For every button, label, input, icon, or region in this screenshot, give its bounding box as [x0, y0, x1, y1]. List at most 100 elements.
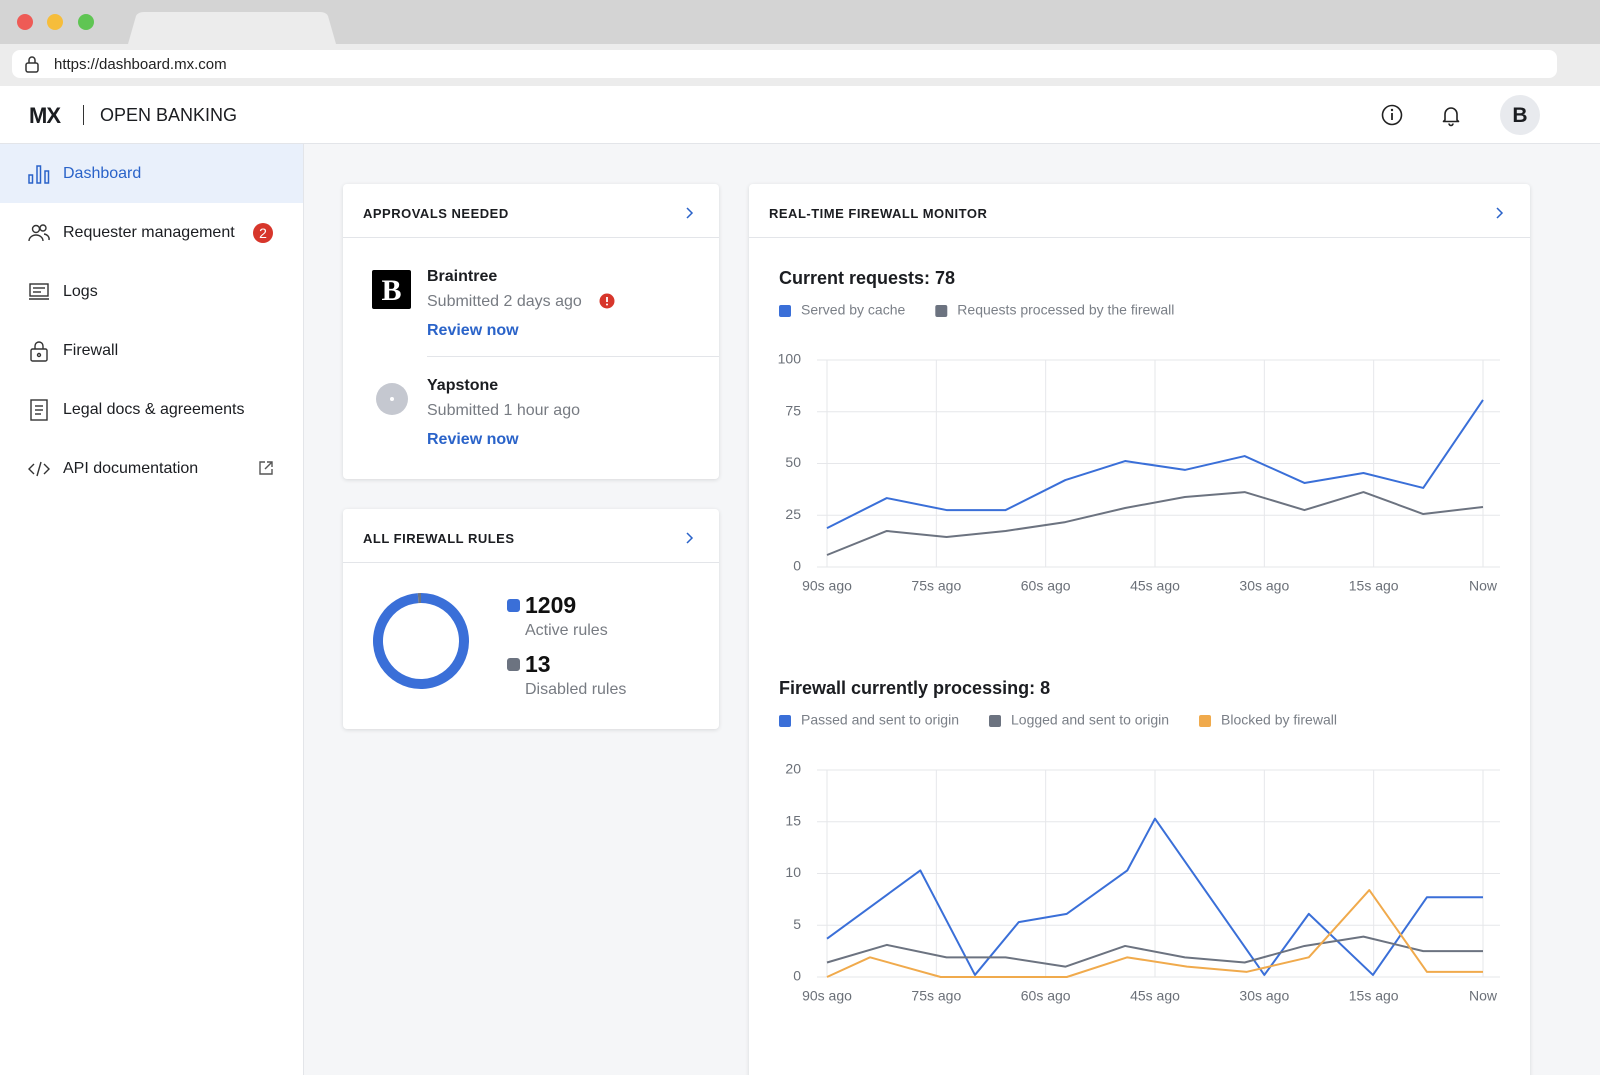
y-tick-label: 50	[785, 454, 801, 470]
nav-item[interactable]: API documentation	[63, 460, 199, 477]
x-tick-label: 90s ago	[802, 578, 852, 594]
x-tick-label: 60s ago	[1021, 988, 1071, 1004]
company-logo-placeholder	[376, 383, 408, 415]
x-tick-label: 75s ago	[911, 988, 961, 1004]
product-name: OPEN BANKING	[100, 105, 238, 125]
x-tick-label: 45s ago	[1130, 988, 1180, 1004]
sidebar	[0, 144, 304, 1075]
chevron[interactable]	[1493, 205, 1507, 221]
legend-swatch	[779, 305, 791, 317]
dashboard-icon	[28, 165, 50, 184]
requester-icon	[28, 224, 50, 242]
avatar[interactable]	[1500, 95, 1540, 135]
x-tick-label: 30s ago	[1239, 578, 1289, 594]
legend-label: Served by cache	[801, 302, 905, 318]
series-line	[826, 935, 1483, 968]
company-name: Braintree	[427, 268, 498, 285]
review-link[interactable]: Review now	[427, 431, 519, 448]
legal-icon	[30, 399, 48, 421]
legend-label: Requests processed by the firewall	[957, 302, 1174, 318]
y-tick-label: 0	[793, 558, 801, 574]
y-tick-label: 15	[785, 812, 801, 828]
nav-item[interactable]: Logs	[63, 283, 98, 300]
rule-count: 13	[525, 651, 551, 677]
lock-icon	[25, 56, 39, 73]
chart-title: Firewall currently processing: 8	[779, 678, 1050, 698]
y-tick-label: 75	[785, 402, 801, 418]
submitted: Submitted 2 days ago	[427, 293, 582, 310]
approvals-card	[343, 184, 719, 479]
divider	[343, 237, 719, 238]
review-link[interactable]: Review now	[427, 322, 519, 339]
firewall-icon	[30, 341, 48, 362]
y-tick-label: 25	[785, 506, 801, 522]
badge	[253, 223, 273, 243]
nav-item[interactable]: Legal docs & agreements	[63, 401, 245, 418]
donut-segment	[373, 593, 469, 689]
x-tick-label: 30s ago	[1239, 988, 1289, 1004]
y-tick-label: 20	[785, 761, 801, 777]
submitted: Submitted 1 hour ago	[427, 402, 580, 419]
x-tick-label: 75s ago	[911, 578, 961, 594]
chevron[interactable]	[683, 530, 697, 546]
close-button[interactable]	[17, 14, 33, 30]
monitor-card	[749, 184, 1530, 1075]
legend-swatch	[507, 658, 520, 671]
browser-tab[interactable]	[128, 12, 336, 44]
card-title: APPROVALS NEEDED	[363, 206, 509, 221]
card-title: REAL-TIME FIREWALL MONITOR	[769, 206, 988, 221]
x-tick-label: Now	[1469, 578, 1498, 594]
y-tick-label: 100	[778, 351, 802, 367]
nav-active-bg	[0, 144, 303, 203]
divider	[427, 356, 719, 357]
rules-card	[343, 509, 719, 729]
chevron[interactable]	[683, 205, 697, 221]
api-icon	[28, 461, 50, 477]
company-logo-letter: B	[381, 274, 402, 307]
x-tick-label: 90s ago	[802, 988, 852, 1004]
legend-label: Passed and sent to origin	[801, 712, 959, 728]
divider	[343, 562, 719, 563]
address-bar[interactable]	[12, 50, 1557, 78]
card-title: ALL FIREWALL RULES	[363, 531, 515, 546]
legend-swatch	[989, 715, 1001, 727]
series-line	[826, 399, 1484, 529]
info-icon[interactable]	[1380, 103, 1404, 127]
logo-divider	[83, 105, 84, 125]
alert-icon	[599, 293, 615, 309]
y-tick-label: 5	[793, 916, 801, 932]
legend-swatch	[1199, 715, 1212, 727]
nav-item[interactable]: Firewall	[63, 342, 119, 359]
app-header	[0, 86, 1600, 144]
legend-swatch	[779, 715, 791, 727]
x-tick-label: 45s ago	[1130, 578, 1180, 594]
rule-label: Active rules	[525, 622, 608, 639]
notifications-icon[interactable]	[1439, 103, 1463, 127]
external-link-icon[interactable]	[257, 459, 275, 477]
x-tick-label: 15s ago	[1349, 578, 1399, 594]
badge-count: 2	[259, 225, 267, 241]
avatar-initial: B	[1512, 104, 1528, 127]
legend-swatch	[507, 599, 520, 612]
logo[interactable]: MX	[29, 103, 61, 128]
x-tick-label: 15s ago	[1349, 988, 1399, 1004]
legend-swatch	[935, 305, 948, 317]
x-tick-label: 60s ago	[1021, 578, 1071, 594]
rule-count: 1209	[525, 592, 576, 618]
logs-icon	[29, 283, 49, 300]
browser-controls	[17, 12, 336, 44]
minimize-button[interactable]	[47, 14, 63, 30]
nav-item[interactable]: Dashboard	[63, 165, 142, 182]
series-line	[826, 889, 1483, 978]
url: https://dashboard.mx.com	[54, 56, 227, 73]
company-name: Yapstone	[427, 377, 499, 394]
rule-label: Disabled rules	[525, 681, 626, 698]
company-logo	[372, 270, 411, 309]
series-line	[826, 491, 1484, 556]
nav-item[interactable]: Requester management	[63, 224, 235, 241]
legend-label: Blocked by firewall	[1221, 712, 1337, 728]
y-tick-label: 0	[793, 968, 801, 984]
maximize-button[interactable]	[78, 14, 94, 30]
